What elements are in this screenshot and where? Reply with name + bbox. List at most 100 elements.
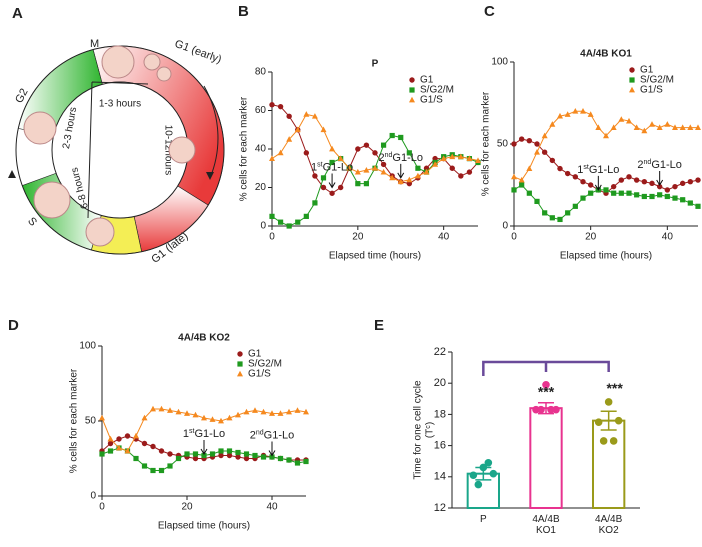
marker bbox=[380, 142, 387, 148]
marker bbox=[124, 447, 131, 454]
y-tick-label: 100 bbox=[79, 341, 96, 352]
x-tick-label: 4A/4B KO2 bbox=[595, 514, 623, 536]
marker bbox=[260, 454, 267, 460]
marker bbox=[618, 177, 625, 183]
marker bbox=[557, 216, 563, 223]
marker bbox=[141, 440, 148, 447]
marker bbox=[277, 219, 284, 225]
marker bbox=[277, 410, 284, 416]
error-bar bbox=[600, 410, 617, 431]
annotation-arrow bbox=[397, 163, 405, 179]
marker bbox=[372, 165, 378, 171]
marker bbox=[235, 449, 241, 456]
marker bbox=[518, 176, 525, 183]
data-point bbox=[542, 380, 550, 389]
marker bbox=[526, 138, 533, 144]
marker bbox=[518, 136, 525, 142]
bar bbox=[529, 407, 563, 509]
marker bbox=[406, 150, 412, 156]
marker bbox=[466, 155, 473, 162]
series-line bbox=[271, 104, 479, 194]
y-tick-label: 20 bbox=[434, 377, 446, 389]
marker bbox=[372, 150, 378, 156]
marker bbox=[511, 173, 517, 180]
marker bbox=[237, 351, 243, 357]
annotation-part: 2 bbox=[250, 429, 256, 441]
marker bbox=[269, 410, 275, 416]
x-axis-label: Elapsed time (hours) bbox=[560, 251, 652, 262]
legend-label: G1 bbox=[248, 349, 262, 360]
x-tick-label: 20 bbox=[181, 502, 193, 513]
x-axis-label: Elapsed time (hours) bbox=[329, 251, 421, 262]
marker bbox=[511, 187, 517, 193]
y-tick-label: 100 bbox=[491, 57, 508, 68]
marker bbox=[432, 161, 439, 167]
marker bbox=[235, 411, 241, 418]
annotation: 1stG1-Lo bbox=[577, 164, 619, 176]
y-axis-label: Time for one cell cycle bbox=[413, 380, 424, 480]
x-tick-label: 0 bbox=[99, 502, 105, 513]
arrow bbox=[203, 85, 219, 179]
y-tick-label: 12 bbox=[434, 502, 446, 514]
marker bbox=[141, 463, 148, 469]
marker bbox=[175, 408, 182, 415]
marker bbox=[260, 408, 267, 415]
marker bbox=[167, 463, 173, 469]
marker bbox=[243, 408, 250, 415]
marker bbox=[286, 136, 293, 142]
marker bbox=[534, 149, 540, 155]
annotation-arrow bbox=[328, 173, 336, 189]
marker bbox=[541, 149, 548, 155]
annotation-part: 1 bbox=[311, 161, 317, 173]
line-chart: B P 0 20 40 60 80 0 20 40 Elapsed time (hours) % ce… bbox=[238, 3, 481, 262]
marker bbox=[680, 197, 686, 203]
marker bbox=[695, 177, 701, 183]
panel-label: E bbox=[374, 317, 384, 334]
marker bbox=[269, 155, 275, 162]
marker bbox=[320, 126, 327, 133]
marker bbox=[549, 215, 555, 221]
y-axis-unit: (Tᶜ) bbox=[425, 422, 436, 438]
panel-label: A bbox=[12, 5, 23, 22]
legend-label: G1/S bbox=[420, 95, 443, 106]
marker bbox=[237, 370, 243, 377]
marker bbox=[542, 210, 548, 216]
marker bbox=[158, 467, 165, 474]
x-axis-label: Elapsed time (hours) bbox=[158, 521, 250, 532]
marker bbox=[337, 184, 344, 191]
x-tick-label: 4A/4B KO1 bbox=[532, 514, 560, 536]
legend-label: S/G2/M bbox=[420, 85, 454, 96]
marker bbox=[572, 174, 579, 180]
marker bbox=[303, 408, 309, 415]
legend-label: G1 bbox=[640, 65, 654, 76]
marker bbox=[626, 174, 632, 180]
marker bbox=[457, 153, 464, 160]
bar bbox=[592, 419, 626, 510]
marker bbox=[133, 432, 139, 439]
panel-label: C bbox=[484, 3, 495, 20]
cells bbox=[23, 45, 196, 247]
marker bbox=[603, 187, 609, 193]
data-point bbox=[594, 418, 603, 427]
marker bbox=[687, 179, 694, 185]
marker bbox=[449, 153, 456, 160]
marker bbox=[218, 448, 224, 454]
marker bbox=[397, 178, 404, 185]
marker bbox=[277, 103, 284, 110]
marker bbox=[634, 192, 640, 198]
marker bbox=[695, 124, 701, 130]
marker bbox=[150, 405, 156, 412]
marker bbox=[124, 433, 131, 439]
x-tick-label: 40 bbox=[662, 232, 674, 243]
annotation-part: nd bbox=[256, 429, 264, 436]
marker bbox=[557, 165, 563, 172]
annotation: 2ndG1-Lo bbox=[250, 429, 295, 441]
significance-label: *** bbox=[606, 380, 623, 396]
marker bbox=[687, 200, 693, 206]
y-tick-label: 40 bbox=[255, 144, 267, 155]
marker bbox=[312, 200, 318, 206]
marker bbox=[389, 132, 395, 139]
marker bbox=[243, 451, 250, 457]
y-tick-label: 0 bbox=[502, 221, 508, 232]
